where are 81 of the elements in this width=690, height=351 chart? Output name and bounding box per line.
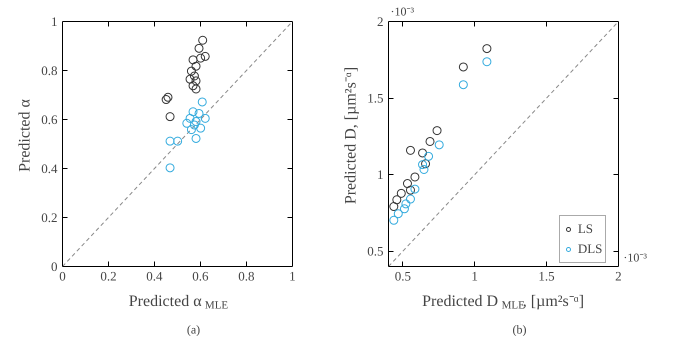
point <box>194 44 204 53</box>
x-tick-label: 1 <box>471 268 478 284</box>
point <box>190 120 199 130</box>
point <box>192 117 201 126</box>
point <box>162 95 171 104</box>
point <box>421 159 430 168</box>
point <box>389 216 398 225</box>
legend-label: DLS <box>578 241 602 257</box>
point <box>196 124 206 133</box>
y-axis-title: Predicted α <box>16 98 34 172</box>
legend-label: LS <box>578 221 594 237</box>
x-tick-label: 1.5 <box>538 268 555 284</box>
point <box>482 57 492 66</box>
y-tick-label: 0.4 <box>41 161 58 176</box>
y-tick-label: 2 <box>377 14 384 30</box>
point <box>194 108 204 118</box>
y-tick-label: 0.2 <box>41 210 58 226</box>
x-tick-label: 0.6 <box>192 268 210 284</box>
y-tick-label: 0.8 <box>41 63 58 78</box>
x-tick-label: 2 <box>615 268 622 284</box>
point <box>418 160 428 170</box>
point <box>458 62 468 72</box>
y-tick-label: 1 <box>51 14 58 30</box>
y-tick-label: 1 <box>377 167 384 182</box>
text: (b) <box>512 322 527 336</box>
point <box>400 204 409 214</box>
x-tick-label: 0.2 <box>100 268 117 284</box>
point <box>182 118 192 128</box>
point <box>173 136 182 146</box>
point <box>200 52 210 61</box>
point <box>186 74 195 84</box>
point <box>394 209 403 218</box>
point <box>401 199 410 208</box>
y-tick-label: 0 <box>51 259 58 274</box>
point <box>166 112 175 122</box>
x-tick-label: 1 <box>289 268 296 284</box>
point <box>166 163 175 172</box>
point <box>190 72 199 80</box>
point <box>392 195 402 204</box>
point <box>410 172 420 182</box>
y-axis-title: Predicted D, [µm²s⁻ᵅ] <box>342 66 360 204</box>
point <box>192 134 201 143</box>
x-tick-label: 0.4 <box>146 268 164 284</box>
y-tick-label: 1.5 <box>367 90 384 106</box>
point <box>426 136 435 146</box>
text: (a) <box>186 322 200 336</box>
point <box>418 148 428 158</box>
point <box>458 80 468 90</box>
y-tick-label: 0.6 <box>41 112 58 128</box>
point <box>200 114 210 123</box>
point <box>406 146 415 155</box>
point <box>186 114 195 123</box>
point <box>424 152 434 161</box>
point <box>434 140 444 150</box>
point <box>188 81 198 90</box>
point <box>188 55 198 64</box>
point <box>166 136 175 146</box>
point <box>186 125 196 134</box>
point <box>196 54 206 63</box>
text: ·10⁻³ <box>390 4 414 19</box>
point <box>389 202 398 211</box>
point <box>198 36 208 45</box>
point <box>396 188 406 198</box>
point <box>186 66 196 76</box>
x-tick-label: 0.8 <box>238 268 254 284</box>
point <box>406 186 415 195</box>
x-tick-label: 0.5 <box>394 268 411 284</box>
point <box>163 92 172 102</box>
point <box>188 107 198 116</box>
point <box>419 164 428 174</box>
y-tick-label: 0.5 <box>367 244 384 259</box>
point <box>410 184 420 194</box>
point <box>192 84 201 94</box>
point <box>192 62 201 71</box>
text: ·10⁻³ <box>623 250 648 264</box>
point <box>402 179 412 188</box>
point <box>482 44 492 54</box>
point <box>406 194 415 204</box>
point <box>192 76 201 86</box>
point <box>198 97 207 106</box>
point <box>432 126 442 136</box>
